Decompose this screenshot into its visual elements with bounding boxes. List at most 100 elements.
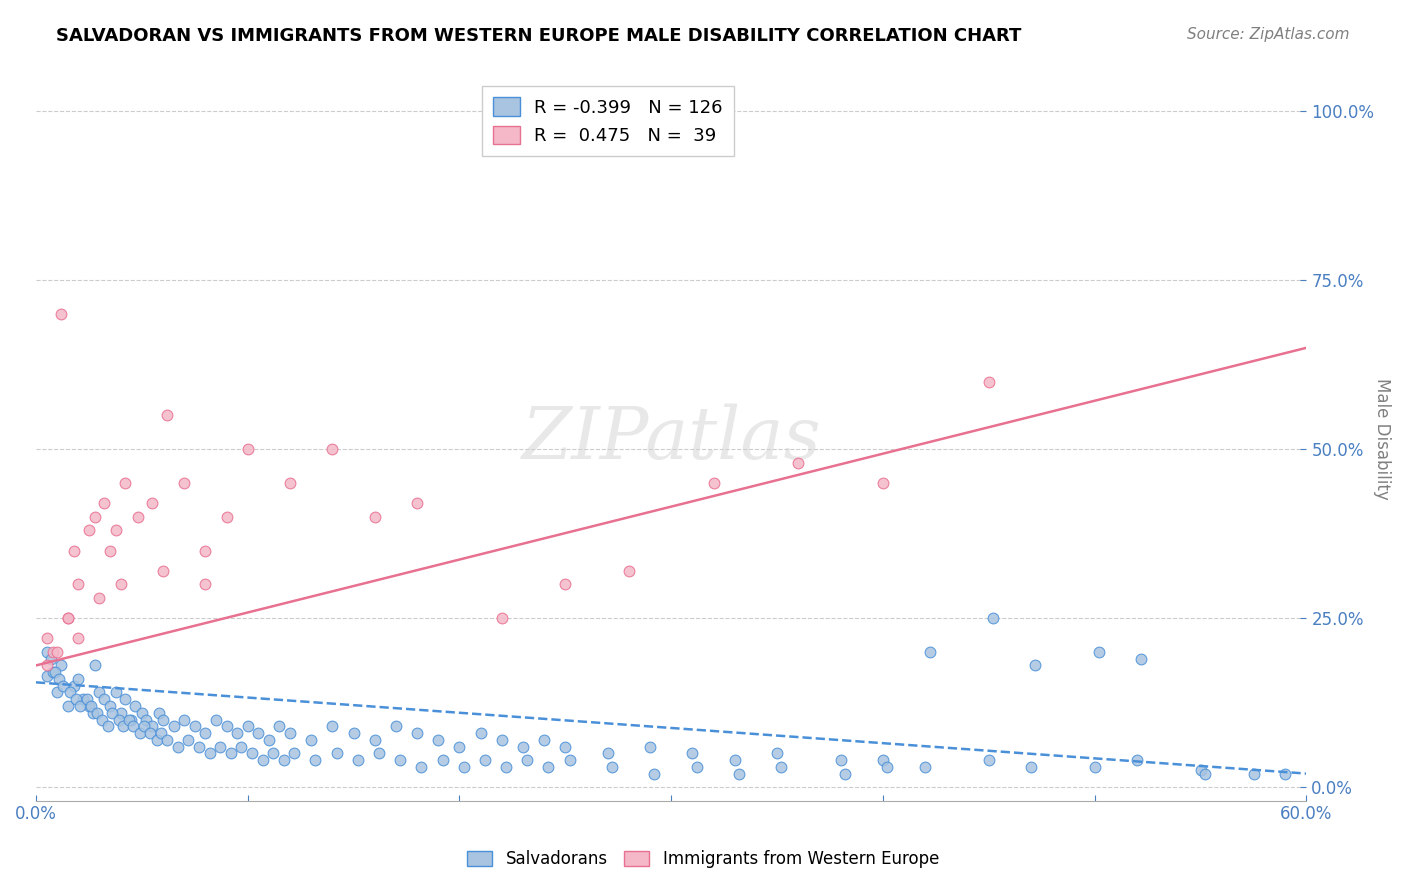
Point (46, 645, 69, 659)
Point (84, 509, 107, 524)
Point (35, 668, 58, 682)
Point (321, 719, 343, 733)
Point (149, 726, 172, 740)
Point (346, 753, 368, 767)
Point (35, 658, 58, 673)
Point (89, 591, 111, 605)
Point (98, 698, 121, 713)
Point (495, 760, 517, 774)
Point (205, 713, 228, 727)
Point (364, 732, 387, 747)
Point (1084, 760, 1107, 774)
Point (77, 698, 100, 713)
Text: Source: ZipAtlas.com: Source: ZipAtlas.com (1187, 27, 1350, 42)
Point (491, 611, 513, 625)
Point (406, 726, 429, 740)
Point (728, 766, 751, 780)
Point (52, 679, 75, 693)
Point (132, 719, 155, 733)
Point (770, 760, 793, 774)
Point (93, 692, 115, 706)
Point (262, 747, 284, 761)
Point (1194, 766, 1216, 780)
Point (98, 543, 121, 558)
Point (152, 564, 174, 578)
Point (977, 375, 1000, 389)
Point (638, 739, 661, 754)
Point (600, 760, 623, 774)
Point (139, 726, 162, 740)
Point (872, 475, 894, 490)
Point (111, 719, 134, 733)
Point (1189, 763, 1212, 777)
Point (107, 713, 129, 727)
Point (80, 698, 103, 713)
Point (194, 726, 217, 740)
Point (77, 523, 100, 537)
Point (69, 698, 91, 713)
Point (533, 732, 555, 747)
Point (90, 713, 112, 727)
Point (141, 719, 163, 733)
Point (105, 685, 128, 699)
Point (84, 658, 107, 673)
Point (209, 739, 232, 754)
Point (35, 645, 58, 659)
Point (977, 753, 1000, 767)
Point (389, 753, 412, 767)
Point (342, 726, 364, 740)
Point (470, 726, 492, 740)
Point (152, 713, 174, 727)
Point (166, 739, 188, 754)
Point (247, 726, 270, 740)
Point (97, 719, 120, 733)
Point (198, 747, 221, 761)
Point (1126, 753, 1149, 767)
Point (872, 753, 894, 767)
Point (411, 760, 433, 774)
Point (114, 475, 136, 490)
Point (76, 692, 98, 706)
Point (724, 753, 747, 767)
Point (703, 475, 725, 490)
Point (145, 732, 167, 747)
Point (1243, 766, 1265, 780)
Point (385, 719, 408, 733)
Point (1024, 658, 1046, 673)
Point (127, 509, 149, 524)
Point (1130, 651, 1153, 665)
Point (231, 739, 253, 754)
Point (219, 747, 242, 761)
Point (42, 645, 65, 659)
Point (124, 698, 146, 713)
Point (141, 496, 163, 510)
Point (453, 760, 475, 774)
Point (51, 658, 73, 673)
Point (252, 753, 274, 767)
Point (617, 564, 640, 578)
Point (236, 719, 259, 733)
Point (427, 732, 450, 747)
Point (173, 475, 195, 490)
Point (681, 747, 703, 761)
Point (51, 307, 73, 321)
Point (156, 732, 179, 747)
Point (325, 747, 347, 761)
Point (283, 747, 305, 761)
Point (474, 753, 496, 767)
Point (449, 739, 471, 754)
Point (516, 753, 538, 767)
Point (35, 632, 58, 646)
Point (63, 679, 86, 693)
Text: SALVADORAN VS IMMIGRANTS FROM WESTERN EUROPE MALE DISABILITY CORRELATION CHART: SALVADORAN VS IMMIGRANTS FROM WESTERN EU… (56, 27, 1022, 45)
Point (269, 719, 291, 733)
Point (114, 692, 136, 706)
Point (56, 698, 79, 713)
Point (42, 665, 65, 680)
Point (554, 577, 576, 591)
Point (56, 611, 79, 625)
Point (834, 766, 856, 780)
Point (364, 509, 387, 524)
Point (321, 442, 343, 457)
Point (1088, 645, 1111, 659)
